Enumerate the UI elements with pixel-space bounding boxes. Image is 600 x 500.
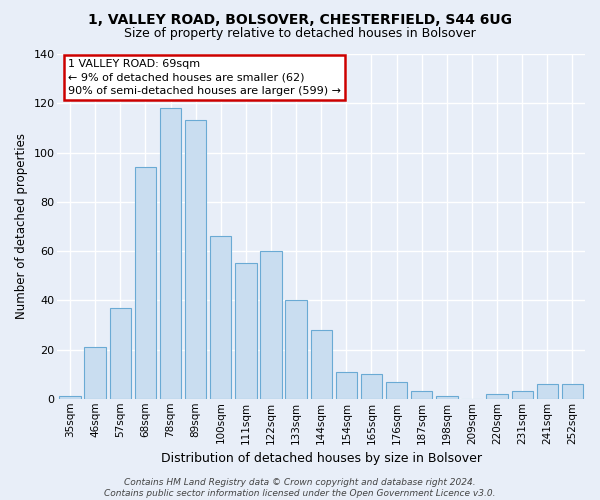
Bar [436, 396, 458, 399]
Bar [335, 372, 357, 399]
Bar [85, 347, 106, 399]
Bar [160, 108, 181, 399]
Bar [536, 384, 558, 399]
Bar [110, 308, 131, 399]
Bar [386, 382, 407, 399]
Text: 1 VALLEY ROAD: 69sqm
← 9% of detached houses are smaller (62)
90% of semi-detach: 1 VALLEY ROAD: 69sqm ← 9% of detached ho… [68, 59, 341, 96]
Bar [311, 330, 332, 399]
Text: Size of property relative to detached houses in Bolsover: Size of property relative to detached ho… [124, 28, 476, 40]
Bar [59, 396, 80, 399]
Bar [286, 300, 307, 399]
Bar [512, 392, 533, 399]
Bar [235, 264, 257, 399]
X-axis label: Distribution of detached houses by size in Bolsover: Distribution of detached houses by size … [161, 452, 482, 465]
Bar [487, 394, 508, 399]
Bar [135, 168, 156, 399]
Bar [185, 120, 206, 399]
Bar [361, 374, 382, 399]
Text: 1, VALLEY ROAD, BOLSOVER, CHESTERFIELD, S44 6UG: 1, VALLEY ROAD, BOLSOVER, CHESTERFIELD, … [88, 12, 512, 26]
Bar [210, 236, 232, 399]
Y-axis label: Number of detached properties: Number of detached properties [15, 134, 28, 320]
Bar [411, 392, 433, 399]
Bar [260, 251, 281, 399]
Bar [562, 384, 583, 399]
Text: Contains HM Land Registry data © Crown copyright and database right 2024.
Contai: Contains HM Land Registry data © Crown c… [104, 478, 496, 498]
